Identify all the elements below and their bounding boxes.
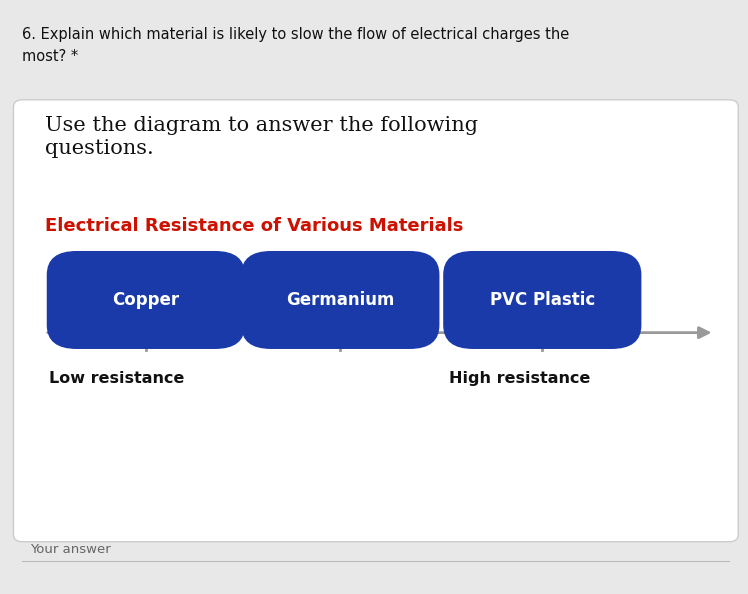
Text: PVC Plastic: PVC Plastic	[490, 291, 595, 309]
Text: Electrical Resistance of Various Materials: Electrical Resistance of Various Materia…	[45, 217, 463, 235]
FancyBboxPatch shape	[242, 251, 440, 349]
FancyBboxPatch shape	[443, 251, 641, 349]
Text: 6. Explain which material is likely to slow the flow of electrical charges the: 6. Explain which material is likely to s…	[22, 27, 570, 42]
Text: Low resistance: Low resistance	[49, 371, 184, 386]
Text: Your answer: Your answer	[30, 543, 111, 556]
Text: Use the diagram to answer the following
questions.: Use the diagram to answer the following …	[45, 116, 478, 159]
Text: most? *: most? *	[22, 49, 79, 64]
Text: Copper: Copper	[112, 291, 180, 309]
FancyBboxPatch shape	[46, 251, 245, 349]
Text: High resistance: High resistance	[449, 371, 590, 386]
FancyBboxPatch shape	[13, 100, 738, 542]
Text: Germanium: Germanium	[286, 291, 394, 309]
